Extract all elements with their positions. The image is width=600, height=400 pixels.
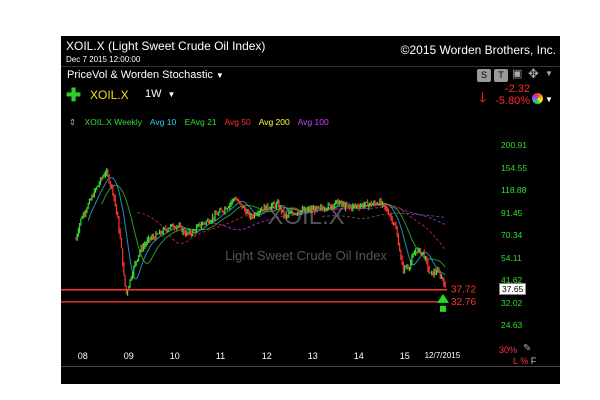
t-button-label: T (498, 70, 504, 80)
legend-item[interactable]: Avg 10 (149, 117, 177, 127)
bottom-bar (61, 366, 560, 384)
scale-buttons: L % F (513, 356, 536, 366)
x-tick-label: 12/7/2015 (424, 351, 461, 360)
down-arrow-icon: 🡓 (479, 89, 487, 105)
color-palette-icon[interactable] (532, 93, 543, 104)
chevron-down-icon[interactable]: ▼ (545, 69, 553, 78)
x-tick-label: 10 (169, 351, 180, 361)
y-tick-label: 118.88 (501, 185, 527, 196)
symbol-field[interactable]: XOIL.X (90, 88, 129, 102)
legend-item[interactable]: XOIL.X Weekly (84, 117, 142, 127)
avg-50-line (137, 204, 446, 251)
legend-item[interactable]: Avg 100 (297, 117, 329, 127)
camera-icon[interactable]: ▣ (512, 68, 523, 80)
percent-button[interactable]: % (520, 356, 529, 366)
x-tick-label: 15 (399, 351, 410, 361)
period-label: 1W (145, 88, 162, 100)
s-button-label: S (480, 70, 487, 80)
avg-100-line (198, 206, 446, 231)
price-bars (75, 168, 446, 296)
chart-title: XOIL.X (Light Sweet Crude Oil Index) (66, 39, 266, 53)
support-line-label: 32.76 (451, 297, 476, 308)
chart-window: XOIL.X (Light Sweet Crude Oil Index) ©20… (61, 36, 560, 384)
chart-header: XOIL.X (Light Sweet Crude Oil Index) ©20… (61, 36, 560, 66)
x-tick-label: 12 (261, 351, 272, 361)
chart-datetime: Dec 7 2015 12:00:00 (66, 55, 141, 64)
y-tick-label: 200.91 (501, 140, 527, 151)
change-value: -2.32 (504, 83, 530, 95)
y-tick-label: 154.55 (501, 162, 527, 173)
pane-selector[interactable]: PriceVol & Worden Stochastic ▼ (67, 69, 224, 81)
x-tick-label: 13 (307, 351, 318, 361)
log-button[interactable]: L (513, 356, 518, 366)
price-change: -2.32 -5.80% (495, 83, 530, 107)
scale-percent: 30% (499, 345, 518, 355)
x-tick-label: 11 (215, 351, 226, 361)
y-tick-label: 37.65 (499, 282, 527, 295)
header-divider (61, 66, 560, 67)
avg-200-line (322, 212, 446, 219)
y-tick-label: 70.34 (501, 230, 523, 241)
alert-marker-base[interactable] (440, 305, 446, 312)
y-tick-label: 54.11 (501, 252, 522, 263)
legend-item[interactable]: EAvg 21 (184, 117, 217, 127)
move-icon[interactable]: ✥ (528, 66, 539, 81)
y-tick-label: 41.62 (501, 275, 523, 286)
legend-item[interactable]: Avg 200 (258, 117, 290, 127)
legend-item[interactable]: Avg 50 (224, 117, 251, 127)
fit-button[interactable]: F (530, 356, 537, 366)
price-chart[interactable]: XOIL.X Light Sweet Crude Oil Index 37.72… (61, 36, 560, 384)
indicator-legend: ⇕ XOIL.X Weekly Avg 10 EAvg 21 Avg 50 Av… (69, 117, 335, 128)
y-tick-label: 24.63 (501, 320, 523, 331)
y-tick-label: 32.02 (501, 297, 523, 308)
chevron-down-icon: ▼ (167, 90, 176, 99)
moving-averages (87, 177, 446, 280)
x-tick-label: 09 (123, 351, 134, 361)
eavg-21-line (101, 184, 446, 268)
t-button[interactable]: T (494, 69, 508, 82)
x-tick-label: 14 (353, 351, 364, 361)
add-symbol-icon[interactable]: ✚ (66, 85, 82, 105)
watermark-name: Light Sweet Crude Oil Index (225, 248, 387, 263)
alert-marker[interactable] (437, 293, 449, 312)
alert-up-arrow-icon[interactable] (437, 293, 449, 303)
chevron-down-icon: ▼ (215, 71, 224, 80)
pencil-icon[interactable]: ✎ (523, 343, 532, 354)
change-percent: -5.80% (495, 95, 530, 107)
sort-icon[interactable]: ⇕ (69, 117, 77, 127)
pane-name: PriceVol & Worden Stochastic (67, 69, 213, 81)
chevron-down-icon[interactable]: ▼ (545, 95, 553, 104)
support-line-label: 37.72 (451, 285, 476, 296)
copyright-text: ©2015 Worden Brothers, Inc. (400, 43, 556, 57)
y-tick-label: 91.45 (501, 207, 523, 218)
period-selector[interactable]: 1W ▼ (145, 88, 175, 100)
x-tick-label: 08 (77, 351, 88, 361)
s-button[interactable]: S (477, 69, 491, 82)
